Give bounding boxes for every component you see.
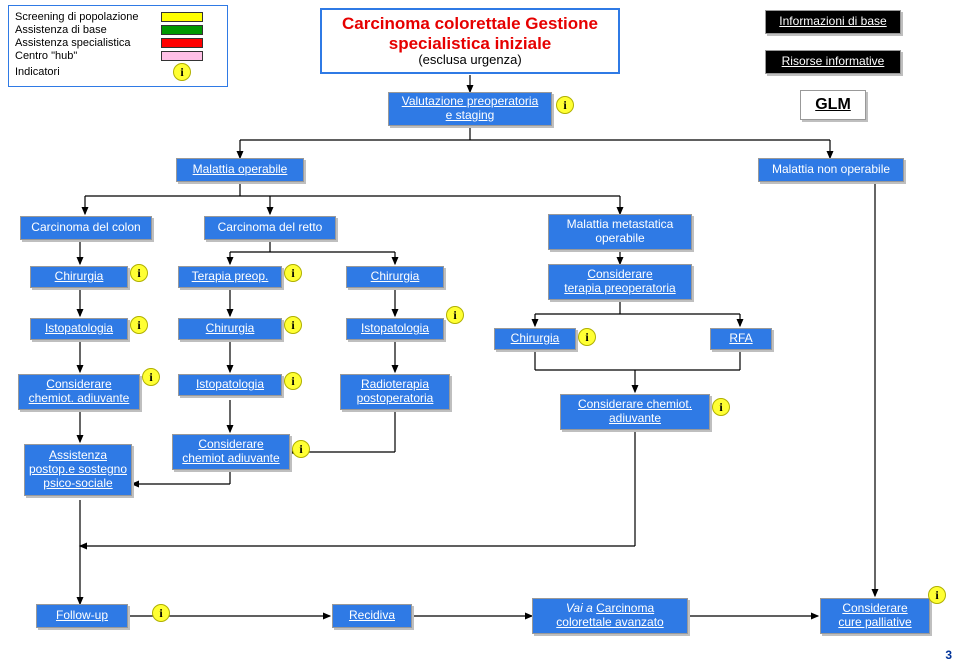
legend-swatch <box>161 51 203 61</box>
indicator-badge-icon: i <box>578 328 596 346</box>
legend-row: Assistenza specialistica <box>15 37 221 49</box>
legend-row: Centro "hub" <box>15 50 221 62</box>
node-colon: Carcinoma del colon <box>20 216 152 240</box>
legend-row: Indicatori i <box>15 63 221 81</box>
avanzato-prefix: Vai a <box>566 601 596 615</box>
node-recidiva[interactable]: Recidiva <box>332 604 412 628</box>
title-sub: (esclusa urgenza) <box>418 53 521 68</box>
legend-row: Assistenza di base <box>15 24 221 36</box>
legend-label: Indicatori <box>15 66 161 78</box>
page-number: 3 <box>945 648 952 662</box>
glm-box[interactable]: GLM <box>800 90 866 120</box>
indicator-badge-icon: i <box>556 96 574 114</box>
indicator-badge-icon: i <box>152 604 170 622</box>
node-metastatica: Malattia metastatica operabile <box>548 214 692 250</box>
indicator-badge-icon: i <box>284 372 302 390</box>
indicator-badge-icon: i <box>284 264 302 282</box>
indicator-badge-icon: i <box>130 316 148 334</box>
node-terapia-preop[interactable]: Terapia preop. <box>178 266 282 288</box>
indicator-badge-icon: i <box>446 306 464 324</box>
node-chirurgia-1[interactable]: Chirurgia <box>30 266 128 288</box>
indicator-badge-icon: i <box>173 63 191 81</box>
legend-label: Assistenza specialistica <box>15 37 161 49</box>
node-radio-post[interactable]: Radioterapia postoperatoria <box>340 374 450 410</box>
node-consid-adiuv-mid[interactable]: Considerare chemiot adiuvante <box>172 434 290 470</box>
risorse-link[interactable]: Risorse informative <box>765 50 901 74</box>
node-retto: Carcinoma del retto <box>204 216 336 240</box>
node-non-operabile: Malattia non operabile <box>758 158 904 182</box>
node-isto-3[interactable]: Istopatologia <box>178 374 282 396</box>
indicator-badge-icon: i <box>284 316 302 334</box>
node-chirurgia-3[interactable]: Chirurgia <box>178 318 282 340</box>
node-avanzato[interactable]: Vai a Carcinoma colorettale avanzato <box>532 598 688 634</box>
indicator-badge-icon: i <box>928 586 946 604</box>
legend-panel: Screening di popolazione Assistenza di b… <box>8 5 228 87</box>
node-rfa[interactable]: RFA <box>710 328 772 350</box>
indicator-badge-icon: i <box>142 368 160 386</box>
node-chirurgia-2[interactable]: Chirurgia <box>346 266 444 288</box>
legend-row: Screening di popolazione <box>15 11 221 23</box>
legend-label: Assistenza di base <box>15 24 161 36</box>
info-base-link[interactable]: Informazioni di base <box>765 10 901 34</box>
legend-swatch <box>161 12 203 22</box>
title-line1: Carcinoma colorettale Gestione <box>342 14 598 34</box>
indicator-badge-icon: i <box>292 440 310 458</box>
node-preop[interactable]: Valutazione preoperatoria e staging <box>388 92 552 126</box>
node-isto-2[interactable]: Istopatologia <box>346 318 444 340</box>
legend-swatch <box>161 38 203 48</box>
node-palliative[interactable]: Considerare cure palliative <box>820 598 930 634</box>
legend-label: Screening di popolazione <box>15 11 161 23</box>
node-consid-adiuv-left[interactable]: Considerare chemiot. adiuvante <box>18 374 140 410</box>
legend-swatch <box>161 25 203 35</box>
node-chirurgia-4[interactable]: Chirurgia <box>494 328 576 350</box>
node-consid-preop[interactable]: Considerare terapia preoperatoria <box>548 264 692 300</box>
node-isto-1[interactable]: Istopatologia <box>30 318 128 340</box>
node-followup[interactable]: Follow-up <box>36 604 128 628</box>
node-consid-adiuv-right[interactable]: Considerare chemiot. adiuvante <box>560 394 710 430</box>
indicator-badge-icon: i <box>712 398 730 416</box>
node-assistenza[interactable]: Assistenza postop.e sostegno psico-socia… <box>24 444 132 496</box>
indicator-badge-icon: i <box>130 264 148 282</box>
legend-label: Centro "hub" <box>15 50 161 62</box>
title-line2: specialistica iniziale <box>389 34 552 54</box>
node-operabile[interactable]: Malattia operabile <box>176 158 304 182</box>
title-box: Carcinoma colorettale Gestione specialis… <box>320 8 620 74</box>
avanzato-text: Vai a Carcinoma colorettale avanzato <box>556 602 663 630</box>
